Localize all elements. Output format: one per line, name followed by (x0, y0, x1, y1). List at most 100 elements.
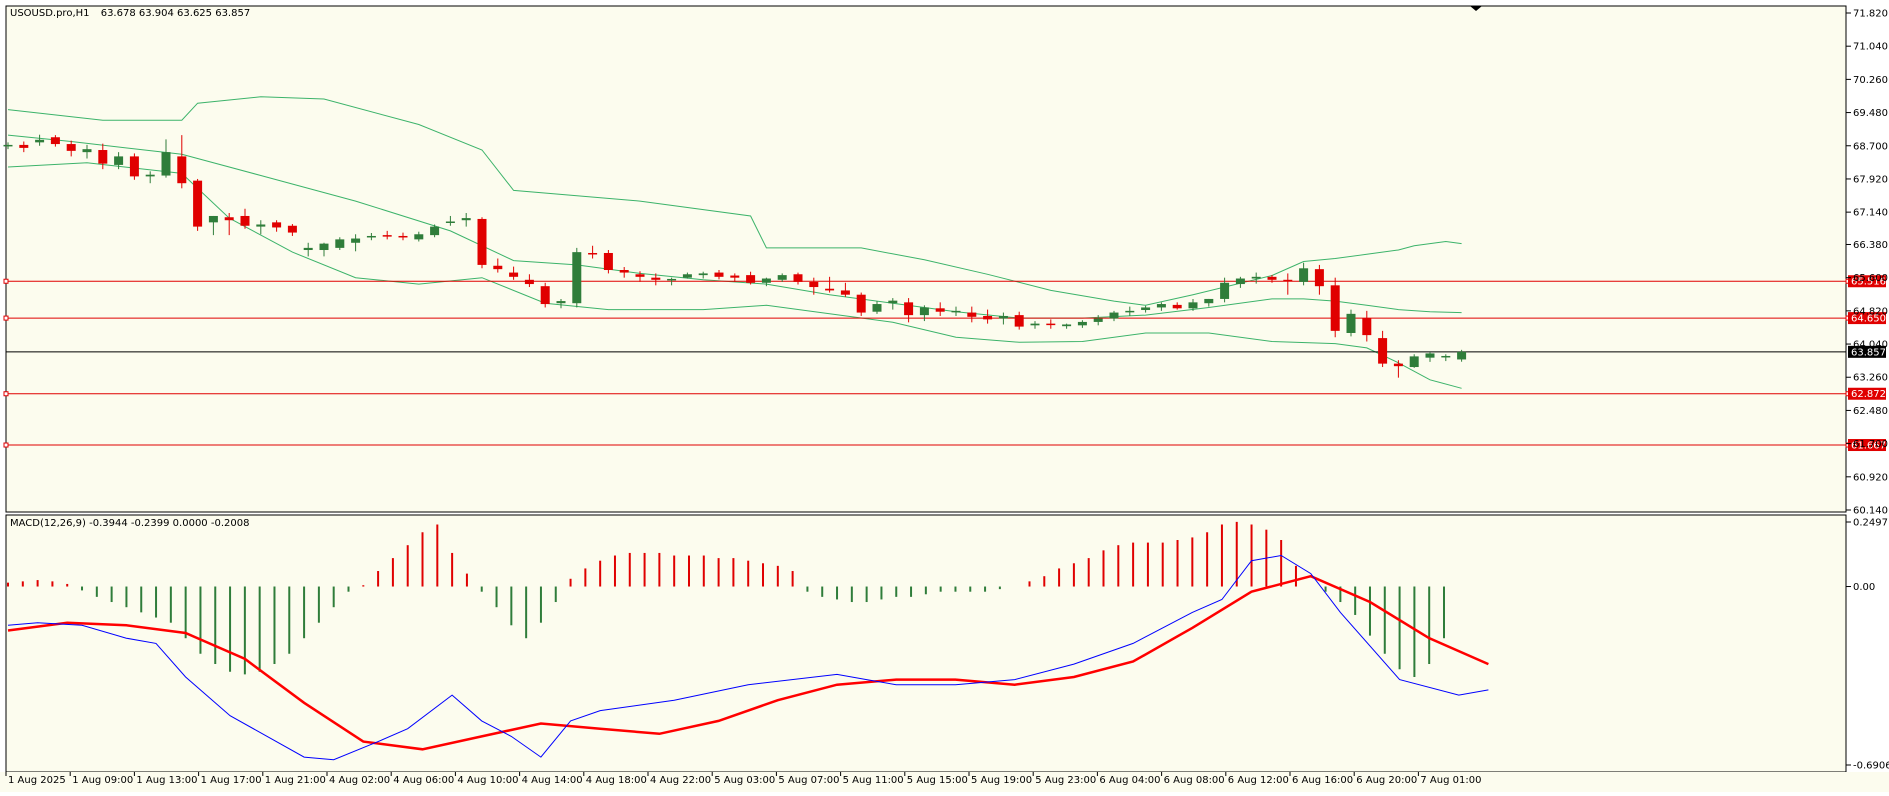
macd-tick-label: 0.00 (1853, 582, 1875, 593)
candle-body (114, 156, 124, 165)
time-tick-label: 1 Aug 17:00 (201, 775, 262, 786)
price-level-tag (1848, 275, 1886, 288)
candle-body (366, 235, 376, 238)
candle-body (983, 315, 993, 320)
candle-body (556, 301, 566, 304)
time-tick-label: 1 Aug 09:00 (72, 775, 133, 786)
candle-body (1014, 315, 1024, 327)
candle-body (1062, 324, 1072, 327)
candle-body (445, 221, 455, 224)
price-level-tag (1848, 312, 1886, 325)
shift-marker-icon[interactable] (1470, 6, 1482, 11)
price-level-label: 64.650 (1851, 314, 1886, 325)
price-level-tag (1848, 345, 1886, 358)
bollinger-lower-band (7, 162, 1462, 389)
time-tick-label: 5 Aug 15:00 (907, 775, 968, 786)
candle-body (682, 274, 692, 278)
time-tick-label: 6 Aug 04:00 (1099, 775, 1160, 786)
candle-body (82, 149, 92, 153)
candle-body (1077, 321, 1087, 326)
price-tick-label: 71.820 (1853, 9, 1888, 20)
price-tick-label: 67.920 (1853, 174, 1888, 185)
time-tick-label: 4 Aug 02:00 (329, 775, 390, 786)
macd-signal-line (7, 574, 1489, 751)
price-tick-label: 63.260 (1853, 373, 1888, 384)
candle-body (493, 265, 503, 270)
price-tick-label: 71.040 (1853, 42, 1888, 53)
time-tick-label: 4 Aug 10:00 (457, 775, 518, 786)
price-level-label: 65.516 (1851, 277, 1886, 288)
price-level-tag (1848, 439, 1886, 452)
candle-body (3, 144, 13, 147)
candle-body (651, 277, 661, 280)
time-tick-label: 6 Aug 12:00 (1228, 775, 1289, 786)
candle-body (287, 225, 297, 233)
candle-body (1204, 298, 1214, 304)
candle-body (1441, 355, 1451, 358)
time-tick-label: 6 Aug 08:00 (1164, 775, 1225, 786)
candle-body (272, 222, 282, 228)
candle-body (1314, 269, 1324, 287)
candle-body (1425, 353, 1435, 358)
level-handle (3, 442, 9, 448)
candle-body (335, 239, 345, 248)
candle-body (714, 272, 724, 277)
candle-body (1393, 363, 1403, 367)
price-level-tag (1848, 387, 1886, 400)
candle-body (1188, 302, 1198, 309)
candle-body (1283, 279, 1293, 282)
time-tick-label: 5 Aug 03:00 (714, 775, 775, 786)
candle-body (398, 235, 408, 238)
price-level-label: 63.857 (1851, 347, 1886, 358)
price-level-label: 61.667 (1851, 441, 1886, 452)
candle-body (777, 275, 787, 280)
macd-title: MACD(12,26,9) -0.3944 -0.2399 0.0000 -0.… (10, 518, 249, 529)
price-tick-label: 61.700 (1853, 439, 1888, 450)
candle-body (477, 218, 487, 265)
candle-body (1299, 268, 1309, 282)
candle-body (1378, 338, 1388, 364)
level-handle (3, 278, 9, 284)
candle-body (967, 312, 977, 317)
level-handle (3, 391, 9, 397)
candle-body (1346, 313, 1356, 333)
candle-body (603, 252, 613, 271)
candle-body (1141, 307, 1151, 311)
time-tick-label: 4 Aug 18:00 (586, 775, 647, 786)
price-level-label: 62.872 (1851, 389, 1886, 400)
candle-body (540, 286, 550, 305)
macd-tick-label: 0.2497 (1853, 518, 1888, 529)
price-panel[interactable] (5, 5, 1847, 513)
candle-body (919, 307, 929, 316)
price-tick-label: 65.600 (1853, 273, 1888, 284)
candle-body (698, 273, 708, 276)
candle-body (825, 288, 835, 291)
price-tick-label: 68.700 (1853, 141, 1888, 152)
price-tick-label: 62.480 (1853, 406, 1888, 417)
time-tick-label: 4 Aug 22:00 (650, 775, 711, 786)
candle-body (1251, 276, 1261, 279)
candle-body (1172, 304, 1182, 309)
candle-body (1457, 351, 1467, 360)
macd-panel[interactable] (5, 514, 1847, 773)
candle-body (177, 156, 187, 184)
time-tick-label: 1 Aug 21:00 (265, 775, 326, 786)
time-tick-label: 5 Aug 11:00 (843, 775, 904, 786)
chart-title: USOUSD.pro,H1 63.678 63.904 63.625 63.85… (10, 8, 250, 19)
candle-body (588, 252, 598, 255)
candle-body (1267, 276, 1277, 280)
candle-body (509, 272, 519, 277)
candle-body (98, 150, 108, 164)
candle-body (1109, 312, 1119, 319)
time-tick-label: 1 Aug 2025 (8, 775, 66, 786)
candle-body (1362, 318, 1372, 336)
price-tick-label: 66.380 (1853, 240, 1888, 251)
candle-body (1409, 356, 1419, 368)
candle-body (667, 278, 677, 281)
price-tick-label: 67.140 (1853, 208, 1888, 219)
candle-body (635, 274, 645, 277)
time-tick-label: 5 Aug 19:00 (971, 775, 1032, 786)
candle-body (145, 174, 155, 177)
candle-body (524, 279, 534, 285)
